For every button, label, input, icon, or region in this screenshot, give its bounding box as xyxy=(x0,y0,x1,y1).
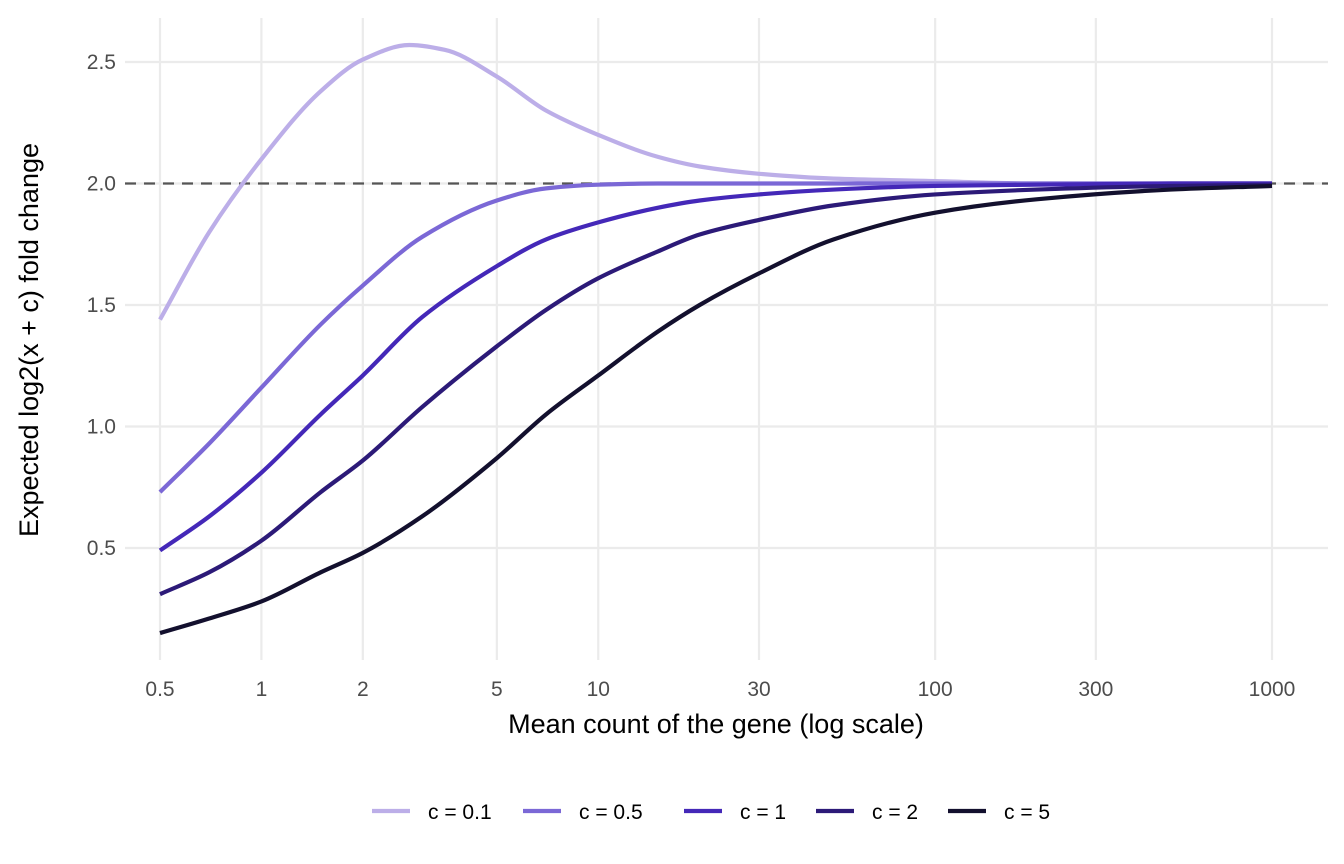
x-tick-label: 5 xyxy=(491,678,503,701)
legend-label-3: c = 1 xyxy=(740,801,786,824)
series-line-5 xyxy=(159,183,1273,636)
legend-label-4: c = 2 xyxy=(872,801,918,824)
x-tick-label: 300 xyxy=(1078,678,1113,701)
y-tick-label: 1.5 xyxy=(87,294,116,317)
x-tick-label: 100 xyxy=(918,678,953,701)
x-tick-label: 1 xyxy=(256,678,268,701)
y-axis-title: Expected log2(x + c) fold change xyxy=(14,143,44,537)
legend-label-1: c = 0.1 xyxy=(428,801,492,824)
x-axis-ticks: 0.5 1 2 5 10 30 100 300 1000 xyxy=(145,678,1295,701)
series-lines xyxy=(158,42,1273,636)
legend-label-2: c = 0.5 xyxy=(579,801,643,824)
legend: c = 0.1 c = 0.5 c = 1 c = 2 c = 5 xyxy=(372,801,1050,824)
y-tick-label: 0.5 xyxy=(87,537,116,560)
x-tick-label: 10 xyxy=(587,678,610,701)
legend-label-5: c = 5 xyxy=(1004,801,1050,824)
y-tick-label: 2.5 xyxy=(87,51,116,74)
series-line-4 xyxy=(159,182,1273,597)
y-tick-label: 1.0 xyxy=(87,416,116,439)
series-line-3 xyxy=(158,181,1272,553)
y-tick-label: 2.0 xyxy=(87,173,116,196)
x-tick-label: 1000 xyxy=(1249,678,1296,701)
x-tick-label: 30 xyxy=(747,678,770,701)
x-axis-title: Mean count of the gene (log scale) xyxy=(508,709,924,739)
x-tick-label: 0.5 xyxy=(145,678,174,701)
x-tick-label: 2 xyxy=(357,678,369,701)
y-axis-ticks: 0.5 1.0 1.5 2.0 2.5 xyxy=(87,51,116,560)
